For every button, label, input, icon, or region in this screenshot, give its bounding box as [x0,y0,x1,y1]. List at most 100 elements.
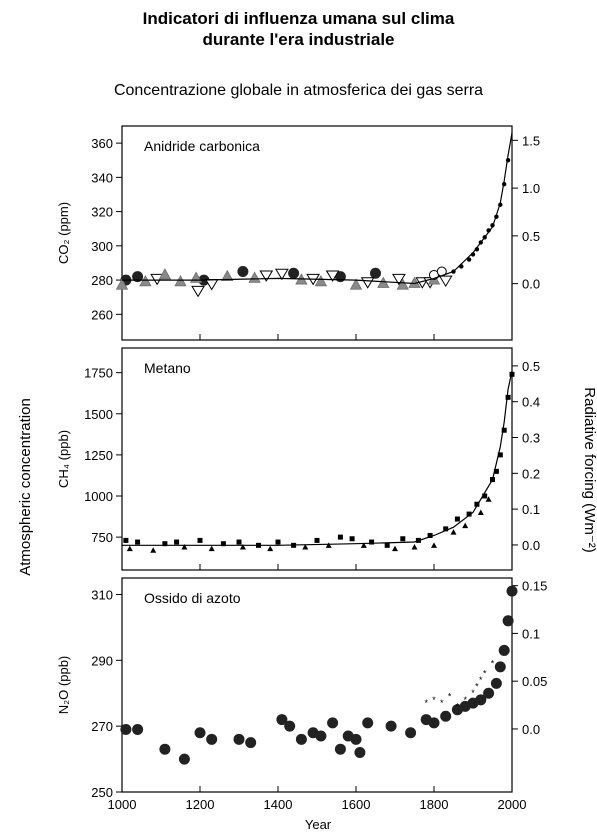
data-point [485,496,492,502]
data-point [181,543,188,550]
y-tick-label: 320 [91,205,113,220]
series-small-dot [451,158,511,274]
data-point [506,585,518,597]
data-point [498,644,510,656]
series-filled-square [123,371,515,548]
data-point [392,545,398,552]
data-point [315,730,327,742]
data-point [204,279,219,291]
data-point [267,545,274,552]
data-point [438,275,453,288]
data-point [493,468,499,474]
panel-2: 750 1000 1250 1500 1750 0.0 0.1 0.2 0.3 0.4 0.5 Met… [56,347,540,571]
data-point [325,542,332,548]
data-point [139,274,152,287]
right-y-tick-label: 0.5 [522,229,540,244]
data-point [501,427,507,433]
data-point [360,277,375,289]
data-point [497,452,503,458]
y-tick-label: 340 [91,170,113,185]
data-point [349,278,363,290]
data-point [483,687,495,699]
data-point [295,733,307,745]
y-axis-label: N₂O (ppb) [56,656,71,715]
data-point [502,615,514,627]
data-point [259,270,274,282]
right-y-tick-label: 0.0 [522,722,540,737]
data-point [360,542,367,548]
x-tick-label: 1800 [420,797,449,812]
data-point [505,394,511,400]
data-point [350,733,362,745]
y-tick-label: 270 [91,719,113,734]
right-y-tick-label: 0.05 [522,674,547,689]
y-tick-label: 1750 [84,366,113,381]
trend-line [122,370,513,546]
series-line [122,370,513,546]
data-point [477,509,484,515]
data-point [396,278,409,290]
right-y-tick-label: 0.0 [522,538,540,553]
y-tick-label: 310 [91,587,113,602]
y-tick-label: 360 [91,136,113,151]
right-y-tick-label: 0.0 [522,277,540,292]
data-point [325,270,340,282]
data-point [233,733,245,745]
y-tick-label: 280 [91,273,113,288]
data-point [385,720,397,732]
data-point [237,266,249,278]
data-point [411,543,418,550]
x-axis-label: Year [305,817,332,832]
data-point [191,285,205,298]
data-point [221,269,234,282]
data-point [135,539,141,545]
data-point: * [491,659,495,669]
right-y-tick-label: 1.5 [522,133,540,148]
data-point [302,543,309,550]
data-point [509,371,515,377]
data-point [354,746,366,758]
panel-1: 260 280 300 320 340 360 0.0 0.5 1.0 1.5 Anidride c… [56,125,540,341]
data-point [327,717,339,729]
y-tick-label: 1500 [84,407,113,422]
data-point [162,541,168,547]
data-point: * [456,701,460,711]
data-point [454,516,460,522]
y-tick-label: 300 [91,239,113,254]
data-point [440,710,452,722]
data-point [239,543,246,550]
right-y-tick-label: 1.0 [522,181,540,196]
data-point [466,511,472,517]
panel-label: Anidride carbonica [144,138,260,154]
data-point [123,537,129,543]
data-point [275,268,289,281]
data-point [466,257,472,262]
left-axis-label: Atmospheric concentration [17,398,34,576]
y-tick-label: 1000 [84,489,113,504]
panel-label: Metano [144,360,191,376]
data-point [482,493,488,499]
data-point [275,539,281,545]
data-point [132,271,144,283]
data-point [178,753,190,765]
y-axis-label: CH₄ (ppb) [56,430,71,488]
x-tick-label: 2000 [498,797,527,812]
data-point [248,271,261,283]
data-point: * [475,682,479,692]
chart-title-line1: Indicatori di influenza umana sul clima [142,9,455,28]
data-point: * [483,668,487,678]
panel-label: Ossido di azoto [144,590,241,606]
right-y-tick-label: 0.2 [522,466,540,481]
data-point [405,727,417,739]
data-point [284,720,296,732]
series-filled-circle [120,585,518,765]
data-point [159,743,171,755]
data-point [377,276,390,288]
data-point [115,278,129,290]
data-point [206,733,218,745]
data-point [462,522,469,529]
right-y-tick-label: 0.3 [522,431,540,446]
data-point [236,539,242,545]
data-point [150,547,157,553]
